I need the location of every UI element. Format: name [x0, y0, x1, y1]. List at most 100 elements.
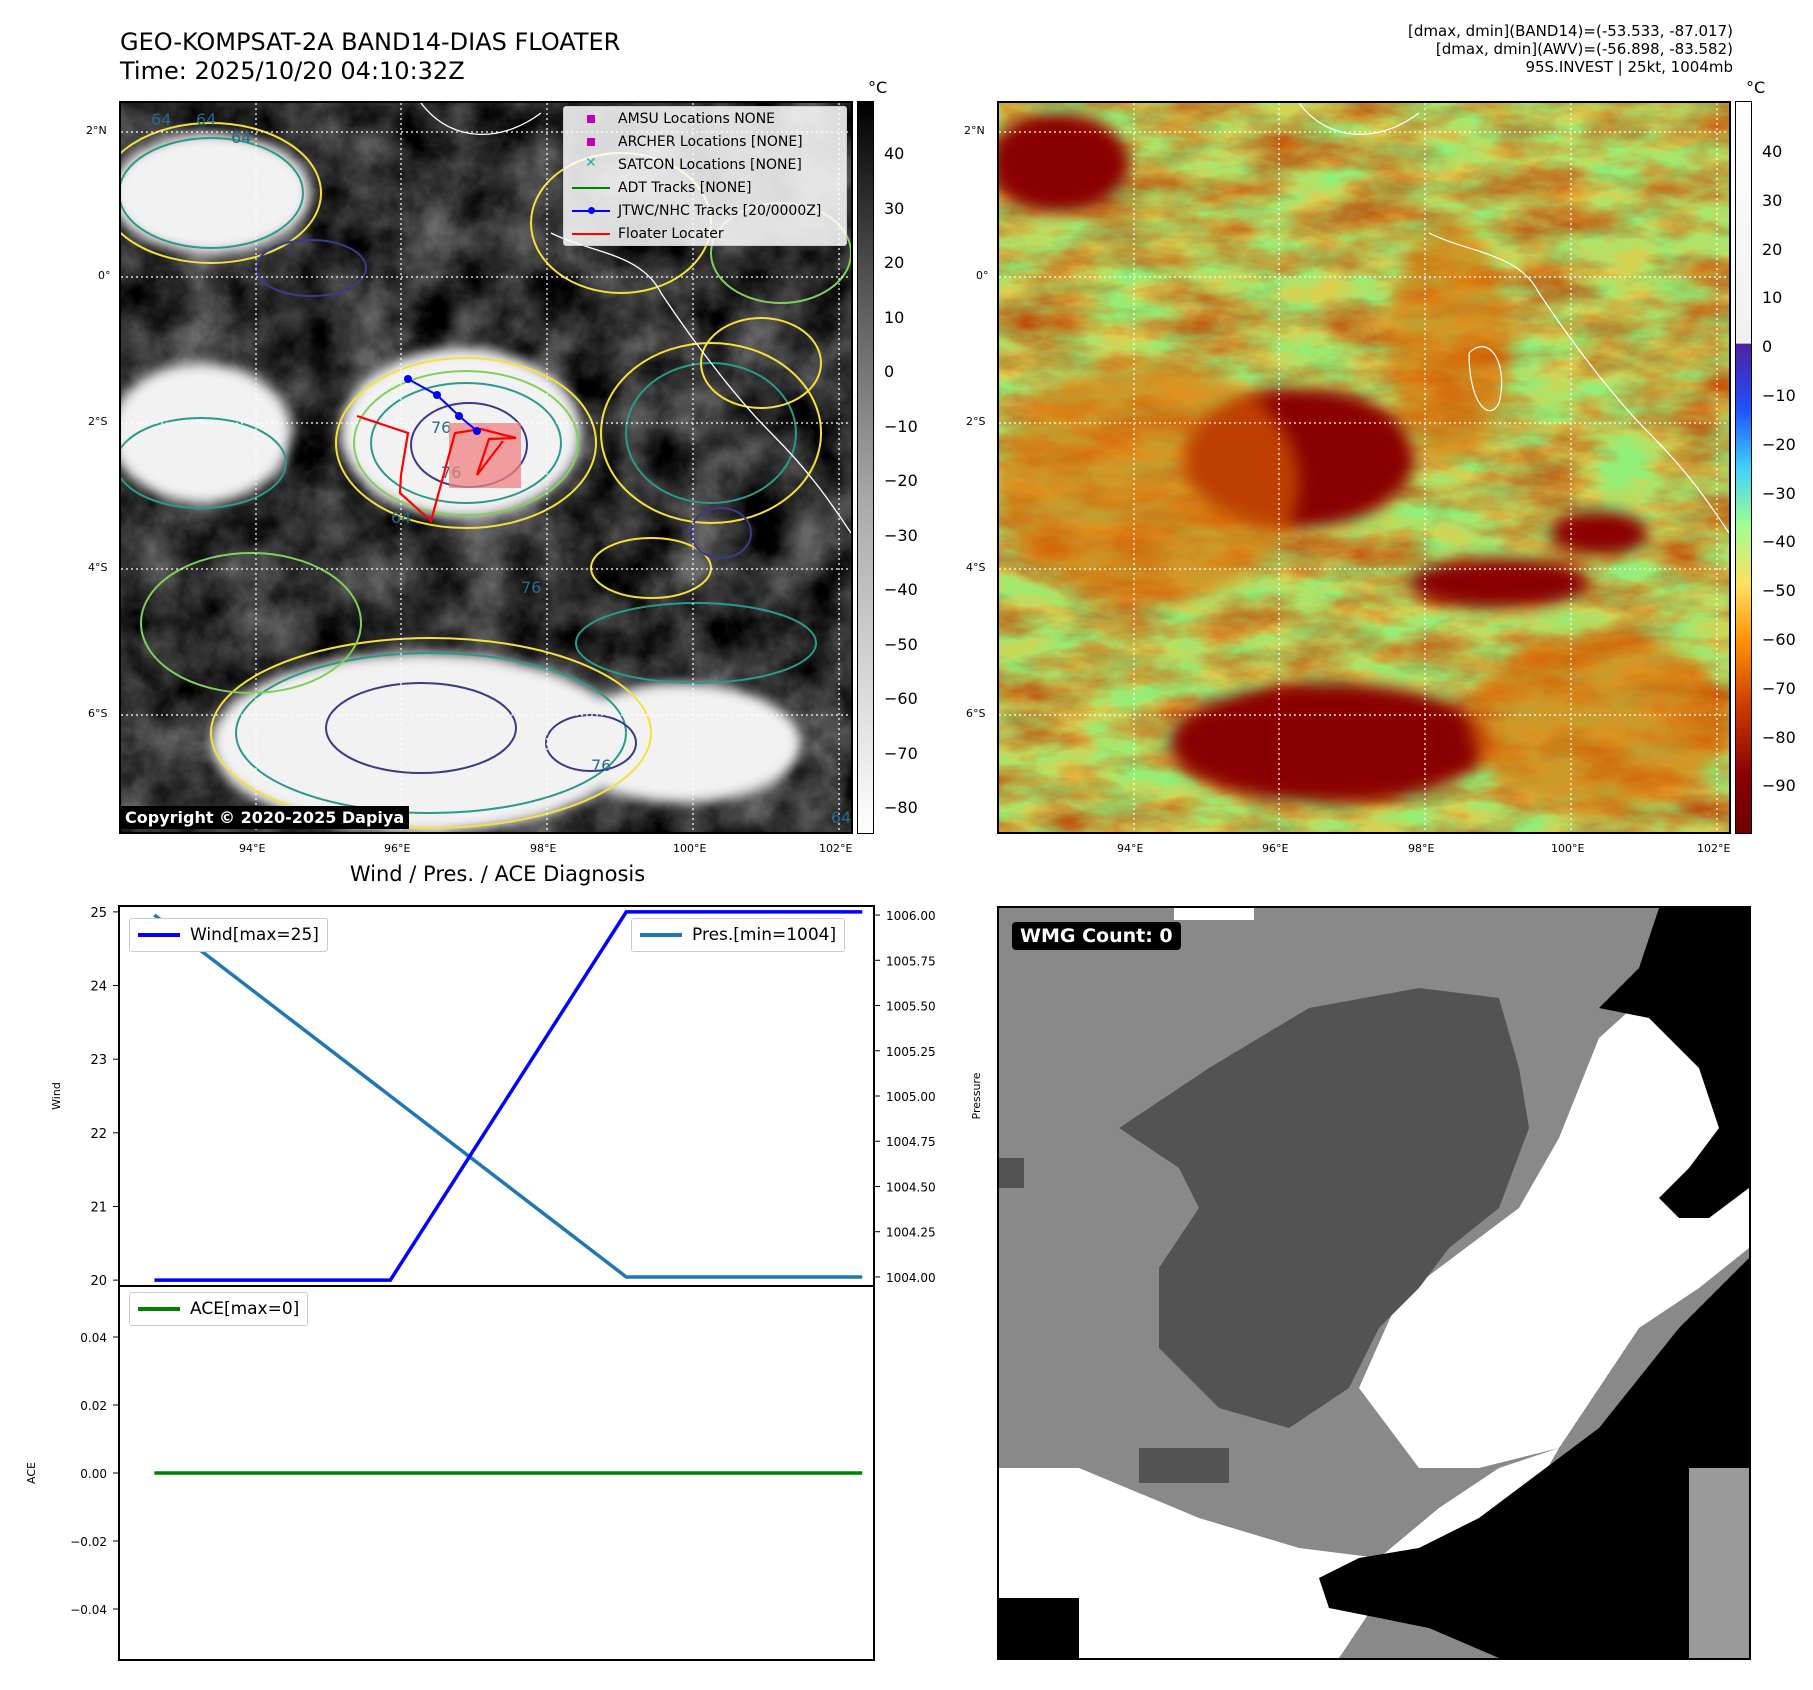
awv-map	[997, 101, 1731, 834]
pressure-axis-tick-label: 1004.75	[886, 1135, 936, 1149]
legend-item-satcon: ✕ SATCON Locations [NONE]	[585, 154, 802, 173]
awv-map-image	[999, 103, 1729, 832]
band14-map-image: 64 64 76 76 64 76 64 76 64	[121, 103, 851, 832]
colorbar-tick-label: 0	[1762, 337, 1773, 357]
pressure-axis-tick-label: 1004.25	[886, 1226, 936, 1240]
colorbar-tick-label: −90	[1762, 776, 1796, 796]
info-line-1: [dmax, dmin](BAND14)=(-53.533, -87.017)	[1408, 22, 1733, 40]
ace-axis-tick-label: −0.04	[70, 1603, 107, 1617]
pressure-axis-tick-label: 1005.25	[886, 1045, 936, 1059]
storm-info: [dmax, dmin](BAND14)=(-53.533, -87.017)[…	[1408, 22, 1733, 76]
colorbar-tick-label: −50	[1762, 581, 1796, 601]
wind-pressure-axes-frame	[118, 905, 875, 1287]
lat-label: 2°S	[966, 415, 986, 428]
colorbar-tick-label: −30	[884, 525, 918, 545]
contour-label: 76	[431, 418, 451, 437]
contour-label: 64	[196, 110, 216, 129]
contour-label: 64	[151, 110, 171, 129]
contour-label: 64	[831, 808, 851, 827]
pressure-axis-label: Pressure	[970, 1072, 983, 1119]
pressure-axis-tick-label: 1006.00	[886, 909, 936, 923]
wind-series-line	[154, 910, 863, 1282]
wmg-panel	[997, 906, 1751, 1660]
colorbar-tick-label: −20	[884, 471, 918, 490]
colorbar-unit: °C	[1746, 78, 1766, 97]
colorbar-tick-label: 30	[1762, 190, 1783, 210]
diagnosis-title: Wind / Pres. / ACE Diagnosis	[349, 862, 646, 886]
lon-label: 94°E	[239, 842, 266, 855]
lat-label: 0°	[98, 269, 111, 282]
legend-item-adt: ADT Tracks [NONE]	[564, 176, 846, 199]
legend-item-jtwc: JTWC/NHC Tracks [20/0000Z]	[564, 199, 846, 222]
contour-label: 76	[521, 578, 541, 597]
colorbar-tick-label: 10	[884, 307, 905, 327]
lon-label: 100°E	[1551, 842, 1585, 855]
wind-axis-label: Wind	[50, 1082, 63, 1110]
wind-axis-tick-label: 24	[90, 980, 107, 995]
contour-label: 64	[391, 508, 411, 527]
wind-legend: Wind[max=25]	[129, 918, 328, 952]
title-line-2: Time: 2025/10/20 04:10:32Z	[120, 57, 465, 85]
lat-label: 6°S	[88, 707, 108, 720]
ace-axis-tick-label: −0.02	[70, 1535, 107, 1549]
colorbar-unit: °C	[868, 78, 888, 97]
title-line-1: GEO-KOMPSAT-2A BAND14-DIAS FLOATER	[120, 28, 621, 56]
lon-label: 98°E	[530, 842, 557, 855]
colorbar-tick-label: −30	[1762, 483, 1796, 503]
wind-axis-tick-label: 22	[90, 1127, 107, 1142]
lat-label: 2°S	[88, 415, 108, 428]
map-legend: AMSU Locations NONE ARCHER Locations [NO…	[563, 106, 847, 246]
colorbar-tick-label: −80	[884, 798, 918, 817]
wind-axis-tick-label: 23	[90, 1053, 107, 1068]
colorbar-tick-label: −70	[1762, 678, 1796, 698]
jtwc-track-point	[433, 391, 441, 399]
copyright-label: Copyright © 2020-2025 Dapiya	[120, 806, 410, 829]
wmg-image	[999, 908, 1749, 1658]
awv-colorbar	[1735, 101, 1752, 834]
lat-label: 0°	[976, 269, 989, 282]
lon-label: 100°E	[673, 842, 707, 855]
colorbar-tick-label: 10	[1762, 288, 1783, 308]
floater-locater-track	[356, 414, 517, 524]
jtwc-track-point	[404, 375, 412, 383]
jtwc-track-point	[455, 412, 463, 420]
colorbar-tick-label: 40	[884, 144, 905, 163]
colorbar-tick-label: 20	[1762, 239, 1783, 259]
lon-label: 102°E	[819, 842, 853, 855]
colorbar-tick-label: −60	[884, 689, 918, 708]
colorbar-tick-label: 0	[884, 362, 895, 381]
floater-box	[449, 423, 521, 488]
pressure-series-line	[153, 913, 863, 1279]
lon-label: 96°E	[1262, 842, 1289, 855]
colorbar-tick-label: 40	[1762, 142, 1783, 161]
colorbar-tick-label: −50	[884, 634, 918, 654]
colorbar-tick-label: −70	[884, 743, 918, 763]
legend-item-archer: ARCHER Locations [NONE]	[564, 130, 846, 153]
colorbar-tick-label: −10	[884, 416, 918, 436]
info-line-3: 95S.INVEST | 25kt, 1004mb	[1525, 58, 1733, 76]
lat-label: 2°N	[964, 124, 985, 137]
colorbar-tick-label: −80	[1762, 727, 1796, 747]
wind-axis-tick-label: 25	[90, 906, 107, 921]
lon-label: 96°E	[384, 842, 411, 855]
ace-legend: ACE[max=0]	[129, 1292, 309, 1326]
contour-label: 76	[591, 756, 611, 775]
wind-axis-tick-label: 20	[90, 1274, 107, 1289]
ace-axis-tick-label: 0.02	[80, 1399, 107, 1413]
wmg-count-badge: WMG Count: 0	[1012, 922, 1181, 950]
pressure-axis-tick-label: 1005.50	[886, 1000, 936, 1014]
lat-label: 4°S	[88, 561, 108, 574]
info-line-2: [dmax, dmin](AWV)=(-56.898, -83.582)	[1435, 40, 1733, 58]
legend-item-floater: Floater Locater	[564, 222, 846, 245]
ace-axis-label: ACE	[25, 1462, 38, 1484]
band14-colorbar	[857, 101, 874, 834]
pressure-axis-tick-label: 1004.00	[886, 1271, 936, 1285]
lat-label: 4°S	[966, 561, 986, 574]
pressure-axis-tick-label: 1005.75	[886, 954, 936, 968]
lon-label: 102°E	[1697, 842, 1731, 855]
colorbar-tick-label: −40	[1762, 532, 1796, 552]
jtwc-track	[407, 378, 478, 432]
colorbar-tick-label: −20	[1762, 434, 1796, 454]
pressure-axis-tick-label: 1004.50	[886, 1180, 936, 1194]
pressure-axis-tick-label: 1005.00	[886, 1090, 936, 1104]
